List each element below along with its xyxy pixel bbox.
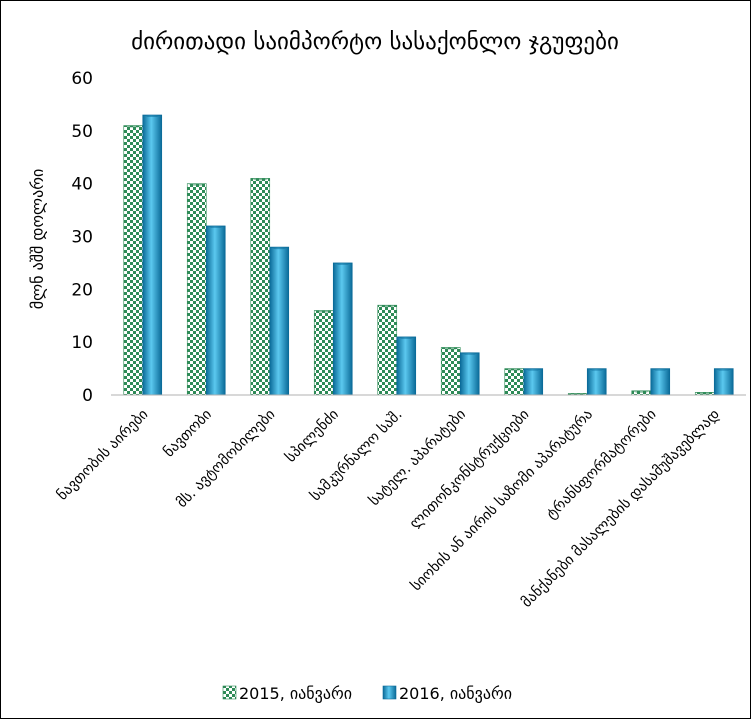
- bar-series-1: [440, 347, 461, 396]
- y-tick-label: 30: [71, 228, 93, 248]
- legend-swatch: [382, 685, 397, 700]
- bar-series-2: [205, 225, 226, 396]
- bar-series-2: [332, 262, 353, 396]
- y-tick-label: 60: [71, 69, 93, 89]
- y-tick-label: 40: [71, 175, 93, 195]
- category-label: ნავთობის აირები: [54, 406, 152, 504]
- bar-top-bevel: [650, 368, 670, 371]
- bar-top-bevel: [714, 368, 734, 371]
- bar-top-bevel: [123, 125, 143, 128]
- bar-series-1: [377, 304, 398, 396]
- bar-top-bevel: [250, 178, 270, 181]
- y-tick-label: 50: [71, 122, 93, 142]
- legend-swatch: [222, 685, 237, 700]
- bar-series-2: [396, 336, 417, 396]
- y-tick-label: 10: [71, 333, 93, 353]
- bar-top-bevel: [631, 390, 651, 393]
- category-label: ლითონკონსტრუქციები: [406, 406, 532, 532]
- bar-series-1: [186, 183, 207, 396]
- bar-top-bevel: [441, 347, 461, 350]
- bar-series-1: [123, 125, 144, 396]
- bar-top-bevel: [587, 368, 607, 371]
- bar-top-bevel: [695, 392, 715, 395]
- legend: 2015, იანვარი 2016, იანვარი: [222, 684, 512, 703]
- legend-label: 2016, იანვარი: [399, 684, 512, 703]
- bar-top-bevel: [523, 368, 543, 371]
- bar-top-bevel: [206, 225, 226, 228]
- y-tick-label: 20: [71, 280, 93, 300]
- bar-series-2: [650, 368, 671, 396]
- bar-top-bevel: [377, 305, 397, 308]
- bar-series-2: [269, 246, 290, 396]
- category-label: ტრანსფორმატორები: [543, 406, 660, 523]
- legend-label: 2015, იანვარი: [239, 684, 352, 703]
- bar-series-2: [142, 114, 163, 396]
- bar-series-2: [459, 352, 480, 396]
- bar-top-bevel: [504, 368, 524, 371]
- bar-top-bevel: [269, 247, 289, 250]
- bar-top-bevel: [187, 183, 207, 186]
- bar-top-bevel: [142, 114, 162, 117]
- bar-series-1: [250, 178, 271, 396]
- bar-top-bevel: [460, 352, 480, 355]
- bar-top-bevel: [396, 336, 416, 339]
- bar-series-1: [313, 310, 334, 396]
- bars: [123, 114, 734, 396]
- category-label: სპილენძი: [283, 407, 342, 466]
- bar-series-1: [504, 368, 525, 396]
- y-axis-label: მლნ აშშ დოლარი: [28, 169, 47, 309]
- bar-top-bevel: [314, 310, 334, 313]
- category-label: ნავთობი: [161, 407, 215, 461]
- y-axis-ticks: 0 10 20 30 40 50 60: [71, 69, 93, 406]
- bar-top-bevel: [333, 262, 353, 265]
- chart-title: ძირითადი საიმპორტო სასაქონლო ჯგუფები: [131, 29, 619, 55]
- bar-series-2: [713, 368, 734, 396]
- bar-series-2: [586, 368, 607, 396]
- y-tick-label: 0: [82, 386, 93, 406]
- bar-series-2: [523, 368, 544, 396]
